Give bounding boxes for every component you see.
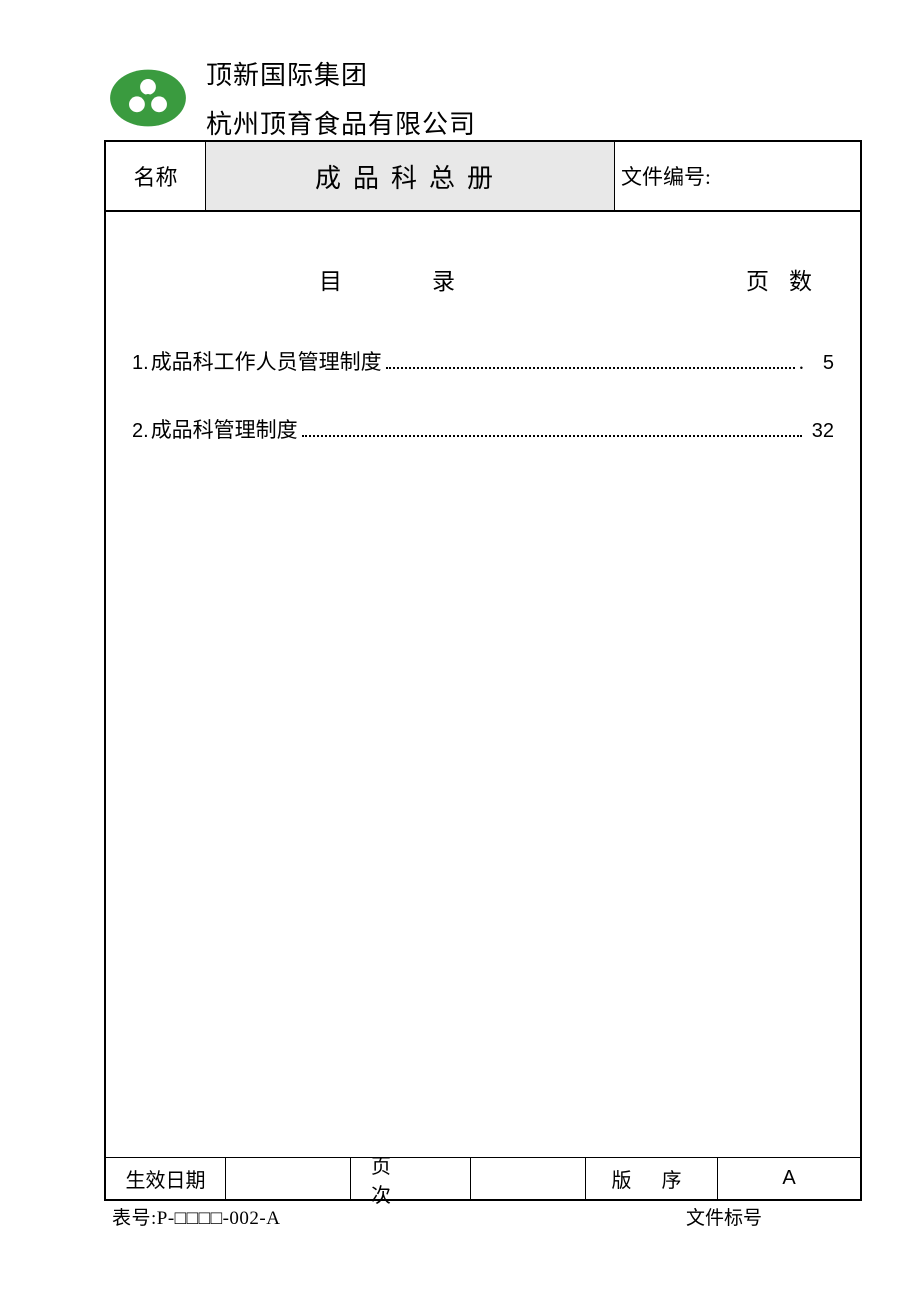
company-group-name: 顶新国际集团 <box>206 55 476 92</box>
document-number-cell: 文件编号: <box>615 142 860 210</box>
toc-leader-dots <box>386 367 795 369</box>
toc-entry-number: 2. <box>132 420 149 443</box>
company-name-block: 顶新国际集团 杭州顶育食品有限公司 <box>206 55 476 141</box>
document-header: 顶新国际集团 杭州顶育食品有限公司 <box>0 0 920 159</box>
toc-pages-label: 页数 <box>746 262 832 296</box>
document-title-cell: 成品科总册 <box>206 142 615 210</box>
document-frame: 名称 成品科总册 文件编号: 目录 页数 1. 成品科工作人员管理制度 . 5 … <box>104 140 862 1201</box>
content-area: 目录 页数 1. 成品科工作人员管理制度 . 5 2. 成品科管理制度 32 <box>106 212 860 1157</box>
effective-date-label: 生效日期 <box>106 1158 226 1199</box>
company-subsidiary-name: 杭州顶育食品有限公司 <box>206 104 476 141</box>
page-number-label: 页次 <box>351 1158 471 1199</box>
toc-entry-text: 成品科工作人员管理制度 <box>151 346 382 376</box>
company-logo-icon <box>108 68 188 128</box>
version-label: 版序 <box>586 1158 718 1199</box>
toc-entry: 2. 成品科管理制度 32 <box>124 414 842 444</box>
toc-entry-text: 成品科管理制度 <box>151 414 298 444</box>
toc-entry-page: 5 <box>806 352 834 375</box>
toc-entry: 1. 成品科工作人员管理制度 . 5 <box>124 346 842 376</box>
title-row: 名称 成品科总册 文件编号: <box>106 142 860 212</box>
toc-title-label: 目录 <box>319 262 545 296</box>
version-value: A <box>718 1158 860 1199</box>
toc-header: 目录 页数 <box>124 262 842 296</box>
effective-date-value <box>226 1158 351 1199</box>
toc-entry-number: 1. <box>132 352 149 375</box>
toc-leader-dots <box>302 435 802 437</box>
bottom-labels: 表号:P-□□□□-002-A 文件标号 <box>112 1203 862 1230</box>
page-number-value <box>471 1158 586 1199</box>
form-number: 表号:P-□□□□-002-A <box>112 1203 280 1230</box>
name-label-cell: 名称 <box>106 142 206 210</box>
footer-row: 生效日期 页次 版序 A <box>106 1157 860 1199</box>
file-mark-label: 文件标号 <box>686 1203 762 1230</box>
toc-entry-page: 32 <box>806 420 834 443</box>
